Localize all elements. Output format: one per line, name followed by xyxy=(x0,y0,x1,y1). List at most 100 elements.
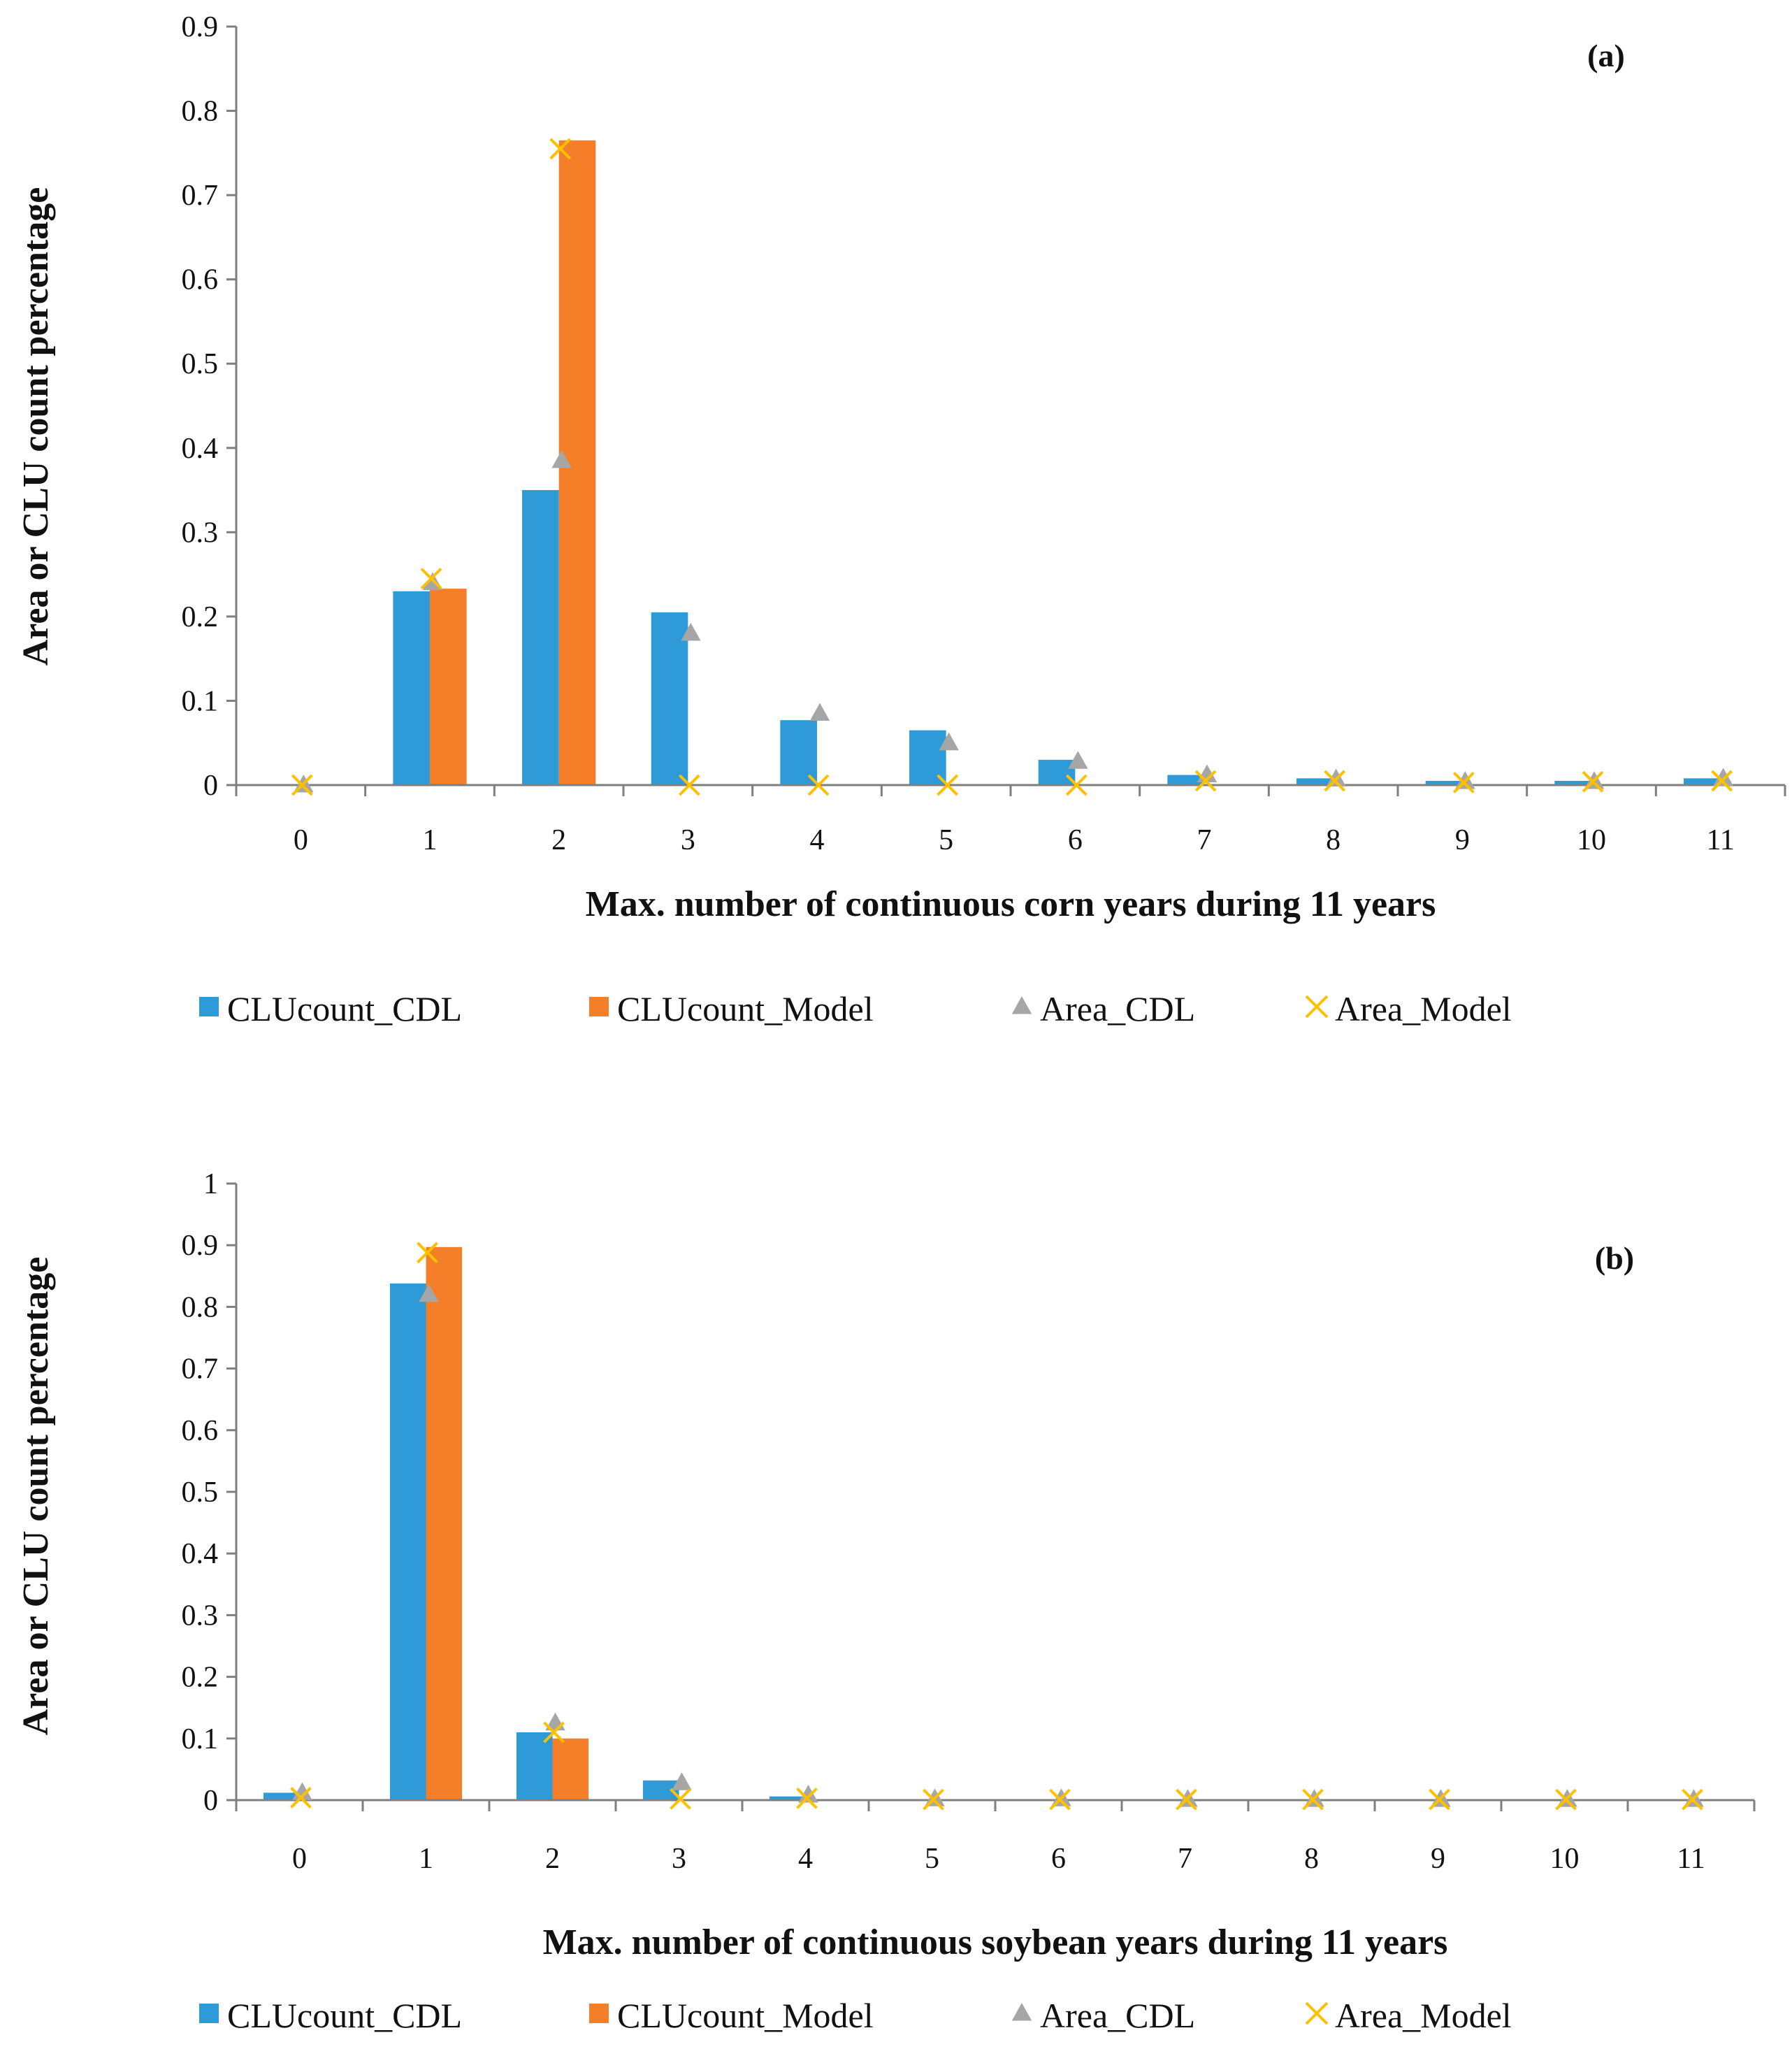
panel-a-y-tick-label: 0.4 xyxy=(182,433,219,465)
panel-b-y-axis-title: Area or CLU count percentage xyxy=(16,1257,56,1736)
panel-b-y-tick-label: 0.7 xyxy=(182,1353,219,1386)
panel-a-bar-CLUcount_CDL-4 xyxy=(780,720,817,785)
chart-panel-a: Area or CLU count percentage (a) Max. nu… xyxy=(16,11,1786,1028)
panel-a-marker-Area_Model-1 xyxy=(420,568,442,590)
panel-a-x-axis-title: Max. number of continuous corn years dur… xyxy=(586,884,1436,924)
panel-a-x-tick-label: 3 xyxy=(681,824,695,856)
panel-a-tag: (a) xyxy=(1587,38,1625,73)
panel-b-legend-label-CLUcount_CDL: CLUcount_CDL xyxy=(227,1996,462,2035)
panel-a-marker-Area_Model-2 xyxy=(549,138,572,160)
panel-a-legend-swatch-CLUcount_Model xyxy=(589,997,609,1016)
panel-a-y-tick-label: 0.2 xyxy=(182,601,219,633)
panel-b-x-tick-label: 4 xyxy=(798,1843,813,1875)
panel-b-y-tick-label: 0.2 xyxy=(182,1662,219,1694)
panel-a-marker-Area_Model-6 xyxy=(1065,774,1088,796)
panel-a-legend: CLUcount_CDL CLUcount_Model Area_CDL Area_M… xyxy=(199,989,1512,1028)
panel-b-y-tick-label: 0.9 xyxy=(182,1230,219,1262)
panel-a-marker-Area_Model-4 xyxy=(807,774,830,796)
panel-a-y-axis-title: Area or CLU count percentage xyxy=(16,187,56,666)
panel-b-x-tick-label: 11 xyxy=(1677,1843,1705,1875)
panel-a-x-tick-label: 1 xyxy=(423,824,438,856)
panel-b-plot-area: 00.10.20.30.40.50.60.70.80.910 1 2 3 4 5 6 7 8 9 1… xyxy=(182,1168,1756,1875)
panel-a-marker-Area_CDL-6 xyxy=(1068,751,1088,769)
panel-b-x-axis-title: Max. number of continuous soybean years … xyxy=(543,1922,1448,1962)
panel-b-x-tick-label: 3 xyxy=(672,1843,686,1875)
panel-a-y-tick-label: 0.8 xyxy=(182,96,219,128)
panel-a-x-tick-label: 9 xyxy=(1455,824,1470,856)
panel-a-marker-Area_CDL-2 xyxy=(551,450,572,468)
panel-a-marker-Area_Model-7 xyxy=(1194,770,1217,792)
panel-b-legend-label-Area_Model: Area_Model xyxy=(1335,1996,1512,2035)
panel-a-bar-CLUcount_CDL-1 xyxy=(393,591,430,785)
panel-b-y-tick-label: 0.4 xyxy=(182,1538,219,1570)
panel-b-tag: (b) xyxy=(1595,1240,1634,1276)
panel-a-y-tick-label: 0.6 xyxy=(182,264,219,296)
panel-b-bar-CLUcount_CDL-1 xyxy=(389,1283,426,1800)
panel-a-y-tick-label: 0.5 xyxy=(182,348,219,380)
panel-a-legend-label-CLUcount_Model: CLUcount_Model xyxy=(617,989,874,1028)
panel-b-bar-CLUcount_Model-2 xyxy=(552,1738,589,1800)
panel-b-legend-item-Area_Model: Area_Model xyxy=(1305,1996,1512,2035)
panel-a-x-tick-label: 7 xyxy=(1197,824,1212,856)
panel-a-bar-CLUcount_CDL-8 xyxy=(1296,778,1334,785)
panel-a-y-tick-label: 0.7 xyxy=(182,180,219,212)
panel-a-x-tick-label: 11 xyxy=(1706,824,1734,856)
panel-a-plot-area: 0 0.1 0.2 0.3 0.4 0.5 0.6 0.7 0.8 0.9 0 1 2 3 4 5 6 7 8 9 10… xyxy=(182,11,1786,856)
panel-a-legend-item-Area_Model: Area_Model xyxy=(1305,989,1512,1028)
panel-b-y-tick-label: 0.6 xyxy=(182,1415,219,1447)
panel-b-y-tick-label: 0.1 xyxy=(182,1723,219,1755)
panel-a-bar-CLUcount_CDL-3 xyxy=(651,612,688,785)
panel-b-y-tick-label: 0.3 xyxy=(182,1599,219,1632)
panel-b-marker-Area_Model-4 xyxy=(796,1787,818,1809)
panel-b-legend-item-Area_CDL: Area_CDL xyxy=(1011,1996,1195,2035)
panel-b-marker-Area_Model-0 xyxy=(290,1787,312,1809)
panel-b-x-tick-label: 2 xyxy=(545,1843,560,1875)
panel-b-legend-swatch-CLUcount_CDL xyxy=(199,2004,219,2023)
panel-b-legend-swatch-CLUcount_Model xyxy=(589,2004,609,2023)
panel-b-marker-Area_Model-2 xyxy=(543,1721,565,1744)
panel-b-legend-swatch-Area_CDL xyxy=(1011,2003,1032,2021)
panel-b-bar-CLUcount_CDL-2 xyxy=(516,1732,553,1800)
panel-b-marker-Area_Model-10 xyxy=(1555,1788,1577,1811)
panel-b-x-tick-label: 6 xyxy=(1051,1843,1066,1875)
panel-a-legend-item-Area_CDL: Area_CDL xyxy=(1011,989,1195,1028)
panel-a-legend-label-Area_Model: Area_Model xyxy=(1335,989,1512,1028)
panel-b-y-tick-label: 0.8 xyxy=(182,1291,219,1323)
panel-a-marker-Area_CDL-5 xyxy=(939,732,959,751)
panel-b-y-tick-label: 0.5 xyxy=(182,1476,219,1509)
panel-b-marker-Area_Model-1 xyxy=(417,1242,438,1264)
panel-b-legend-label-Area_CDL: Area_CDL xyxy=(1040,1996,1195,2035)
panel-b-marker-Area_Model-7 xyxy=(1176,1788,1197,1811)
panel-b-marker-Area_Model-5 xyxy=(923,1788,944,1811)
panel-a-marker-Area_CDL-4 xyxy=(809,703,830,721)
panel-b-x-tick-label: 9 xyxy=(1431,1843,1445,1875)
panel-a-bar-CLUcount_CDL-6 xyxy=(1038,759,1076,785)
panel-a-bar-CLUcount_CDL-9 xyxy=(1425,780,1463,785)
panel-a-marker-Area_Model-11 xyxy=(1711,770,1733,792)
panel-a-legend-swatch-CLUcount_CDL xyxy=(199,997,219,1016)
panel-b-x-tick-label: 1 xyxy=(419,1843,433,1875)
panel-a-legend-swatch-Area_Model xyxy=(1305,995,1329,1019)
panel-a-bar-CLUcount_CDL-10 xyxy=(1554,780,1591,785)
panel-b-bar-CLUcount_CDL-0 xyxy=(263,1792,300,1800)
panel-a-x-tick-label: 8 xyxy=(1326,824,1341,856)
panel-a-marker-Area_Model-8 xyxy=(1324,770,1346,792)
panel-b-y-tick-label: 0 xyxy=(203,1785,218,1817)
chart-panel-b: Area or CLU count percentage (b) Max. nu… xyxy=(16,1168,1756,2035)
panel-b-x-tick-label: 7 xyxy=(1178,1843,1192,1875)
panel-b-x-tick-label: 10 xyxy=(1550,1843,1580,1875)
panel-b-legend-item-CLUcount_Model: CLUcount_Model xyxy=(589,1996,874,2035)
panel-a-marker-Area_Model-9 xyxy=(1452,771,1475,793)
panel-b-marker-Area_Model-3 xyxy=(670,1788,691,1810)
panel-a-legend-item-CLUcount_Model: CLUcount_Model xyxy=(589,989,874,1028)
panel-a-x-tick-label: 2 xyxy=(551,824,566,856)
panel-b-legend-swatch-Area_Model xyxy=(1305,2001,1329,2025)
panel-a-legend-label-Area_CDL: Area_CDL xyxy=(1040,989,1195,1028)
panel-b-marker-Area_Model-9 xyxy=(1429,1788,1450,1811)
panel-a-x-tick-label: 10 xyxy=(1577,824,1606,856)
panel-a-bar-CLUcount_CDL-2 xyxy=(522,490,559,785)
panel-a-x-tick-label: 0 xyxy=(294,824,308,856)
panel-a-marker-Area_Model-5 xyxy=(937,774,959,796)
panel-a-legend-item-CLUcount_CDL: CLUcount_CDL xyxy=(199,989,462,1028)
